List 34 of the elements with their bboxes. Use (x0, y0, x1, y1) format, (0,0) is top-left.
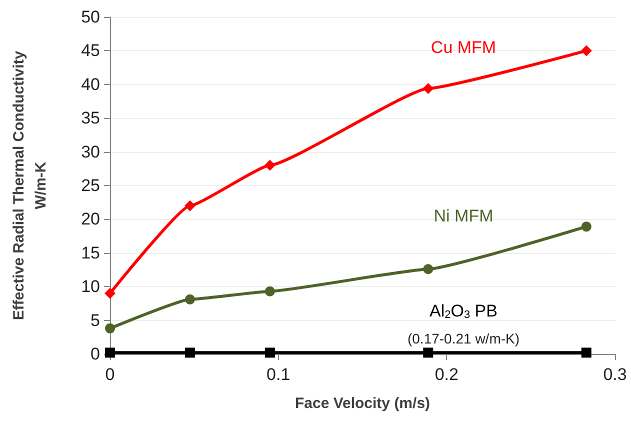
y-tick-label: 15 (81, 243, 100, 262)
y-tick-label: 35 (81, 108, 100, 128)
point (423, 264, 434, 274)
point (264, 160, 276, 171)
y-tick-label: 5 (90, 310, 100, 330)
x-tick-label: 0.1 (266, 365, 290, 384)
series-label: Cu MFM (430, 38, 496, 57)
y-tick-label: 0 (90, 344, 100, 364)
x-tick-label: 0.3 (603, 365, 627, 384)
point (104, 288, 116, 299)
x-axis-title: Face Velocity (m/s) (294, 395, 430, 412)
point (422, 82, 434, 94)
point (184, 200, 196, 212)
y-tick-label: 50 (81, 8, 100, 26)
annotation: (0.17-0.21 w/m-K) (407, 330, 520, 346)
point (580, 45, 592, 56)
y-axis-title: Effective Radial Thermal Conductivity W/m-K (10, 50, 50, 320)
x-tick-label: 0.2 (434, 365, 458, 384)
point (184, 294, 195, 304)
point (581, 222, 592, 232)
point (264, 348, 275, 358)
point (264, 286, 275, 296)
point (105, 323, 115, 334)
series-label: Ni MFM (434, 206, 494, 226)
y-tick-label: 40 (81, 74, 100, 94)
point (423, 348, 434, 358)
x-tick-label: 0 (105, 365, 115, 384)
y-tick-label: 20 (81, 210, 100, 229)
y-tick-label: 25 (81, 176, 100, 195)
y-tick-label: 30 (81, 142, 100, 162)
point (581, 348, 592, 358)
y-tick-label: 10 (81, 277, 100, 296)
y-tick-label: 45 (81, 41, 100, 60)
point (184, 348, 195, 358)
